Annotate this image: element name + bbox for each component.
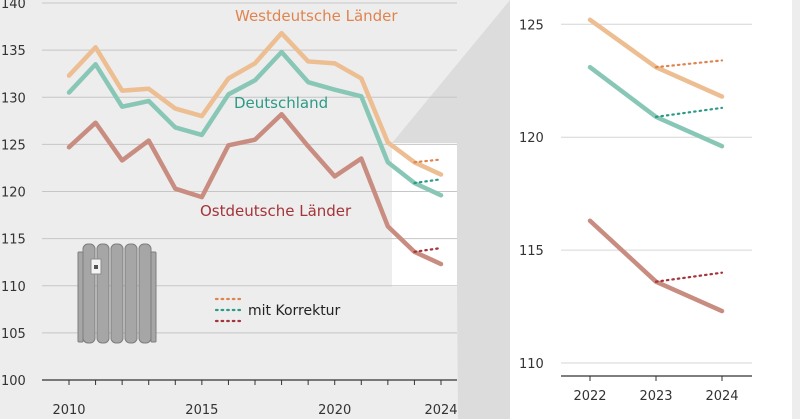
main-series-line-west xyxy=(66,30,444,177)
zoom-x-tick-label: 2024 xyxy=(705,389,738,404)
zoom-korrektur-line-ost xyxy=(654,271,724,283)
main-y-axis: 100 105 110 115 120 125 130 135 140 xyxy=(1,0,457,389)
main-korrektur-line-west xyxy=(413,158,443,164)
zoom-y-tick-label: 120 xyxy=(519,131,544,146)
main-x-tick-label: 2020 xyxy=(318,403,351,418)
zoom-panel xyxy=(510,0,792,419)
main-korrektur-line-ost xyxy=(413,246,443,253)
main-series-line-de xyxy=(66,49,444,198)
zoom-x-tick-label: 2022 xyxy=(573,389,606,404)
series-layer xyxy=(66,17,725,314)
main-x-axis: 2010 2015 2020 2024 xyxy=(42,379,458,418)
zoom-x-axis: 2022 2023 2024 xyxy=(561,375,752,404)
label-deutschland: Deutschland xyxy=(234,94,328,112)
main-y-tick-label: 120 xyxy=(1,186,26,201)
zoom-y-tick-label: 115 xyxy=(519,244,544,259)
label-ostdeutsche-laender: Ostdeutsche Länder xyxy=(200,202,352,220)
legend: mit Korrektur xyxy=(214,297,341,323)
main-x-tick-label: 2024 xyxy=(424,403,457,418)
main-korrektur-line-de xyxy=(413,178,443,185)
main-series-line-ost xyxy=(66,111,444,267)
main-y-tick-label: 115 xyxy=(1,233,26,248)
main-y-tick-label: 130 xyxy=(1,91,26,106)
main-y-tick-label: 140 xyxy=(1,0,26,12)
main-y-tick-label: 135 xyxy=(1,44,26,59)
zoom-korrektur-line-de xyxy=(654,106,724,118)
radiator-icon xyxy=(77,243,157,344)
main-y-tick-label: 100 xyxy=(1,374,26,389)
main-x-tick-label: 2015 xyxy=(185,403,218,418)
legend-label: mit Korrektur xyxy=(248,303,341,319)
zoom-x-tick-label: 2023 xyxy=(639,389,672,404)
zoom-korrektur-line-west xyxy=(654,59,724,69)
main-y-tick-label: 105 xyxy=(1,327,26,342)
main-x-tick-label: 2010 xyxy=(52,403,85,418)
main-y-tick-label: 125 xyxy=(1,138,26,153)
zoom-y-tick-label: 110 xyxy=(519,357,544,372)
label-westdeutsche-laender: Westdeutsche Länder xyxy=(235,7,398,25)
main-y-tick-label: 110 xyxy=(1,280,26,295)
zoom-y-tick-label: 125 xyxy=(519,18,544,33)
